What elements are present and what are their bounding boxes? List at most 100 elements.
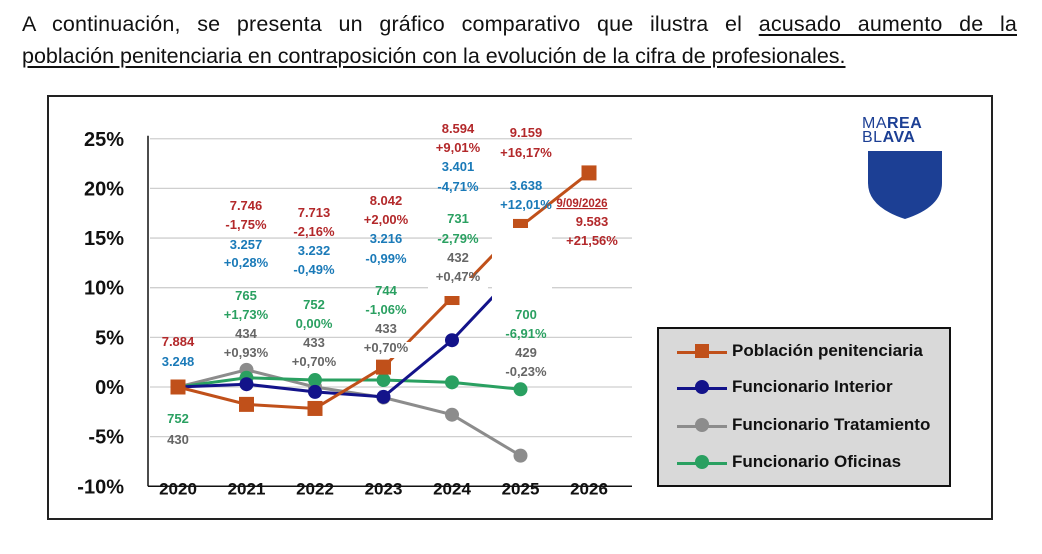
data-label: +0,93% (224, 345, 269, 360)
legend-item-poblacion: Población penitenciaria (677, 340, 947, 364)
legend-circle-marker (695, 380, 709, 394)
data-label: 432 (447, 250, 469, 265)
marker-interior (308, 384, 322, 399)
data-label: 430 (167, 432, 189, 447)
data-label: -1,75% (225, 217, 267, 232)
data-label: +2,00% (364, 212, 409, 227)
data-label: +0,28% (224, 255, 269, 270)
marker-poblacion (307, 400, 323, 416)
marker-poblacion (239, 396, 254, 412)
intro-line-2: población penitenciaria en contraposició… (22, 44, 846, 68)
series-line-tratamiento (177, 368, 522, 457)
data-label: 3.257 (230, 237, 263, 252)
data-label: 9.159 (510, 125, 543, 140)
y-tick-label: 0% (95, 377, 124, 399)
logo-text: MAREA BLAVA (862, 115, 948, 146)
data-label: +9,01% (436, 140, 481, 155)
data-label: 731 (447, 211, 469, 226)
data-label: 8.594 (442, 121, 475, 136)
data-label: 752 (303, 297, 325, 312)
x-tick-label: 2023 (365, 479, 403, 498)
marker-oficinas (513, 382, 528, 397)
x-tick-label: 2022 (296, 479, 334, 498)
marker-tratamiento (513, 448, 528, 463)
data-label: +21,56% (566, 233, 618, 248)
data-label: 433 (375, 321, 397, 336)
data-label: +12,01% (500, 197, 552, 212)
legend-label: Funcionario Tratamiento (732, 415, 931, 434)
data-label: 3.248 (162, 354, 195, 369)
marea-blava-logo: MAREA BLAVA (862, 115, 948, 221)
x-tick-label: 2026 (570, 479, 608, 498)
legend-label: Población penitenciaria (732, 341, 923, 360)
data-label: 3.232 (298, 243, 331, 258)
marker-interior (239, 377, 254, 392)
data-label: -0,23% (505, 364, 547, 379)
data-label: 434 (235, 326, 257, 341)
data-label: -0,49% (293, 262, 335, 277)
data-label: +16,17% (500, 145, 552, 160)
data-label: 3.638 (510, 178, 543, 193)
marker-interior (445, 333, 459, 348)
legend-label: Funcionario Interior (732, 377, 893, 396)
series-line-oficinas (177, 376, 521, 391)
y-tick-label: 10% (84, 278, 124, 300)
legend-label: Funcionario Oficinas (732, 452, 902, 471)
data-label: +1,73% (224, 307, 269, 322)
data-label: 752 (167, 411, 189, 426)
x-tick-label: 2024 (433, 479, 471, 498)
x-tick-label: 2020 (159, 479, 197, 498)
data-label: 7.713 (298, 205, 331, 220)
legend-item-oficinas: Funcionario Oficinas (677, 451, 947, 475)
marker-poblacion (170, 379, 186, 395)
data-label: -4,71% (437, 179, 479, 194)
shield-icon (868, 151, 942, 219)
data-label: +0,70% (364, 340, 409, 355)
marker-oficinas (376, 373, 391, 388)
chart-legend: Población penitenciaria Funcionario Inte… (657, 327, 951, 487)
logo-text-1b: REA (887, 115, 923, 132)
data-label: 9/09/2026 (556, 198, 607, 210)
data-label: 744 (375, 283, 397, 298)
data-label: 433 (303, 335, 325, 350)
data-label: -2,16% (293, 224, 335, 239)
logo-text-2a: BL (862, 129, 883, 146)
series-line-interior (177, 266, 522, 399)
marker-oficinas (308, 373, 322, 388)
legend-circle-marker (695, 455, 709, 469)
label-backdrop (428, 278, 488, 296)
legend-circle-marker (695, 418, 709, 432)
data-label: +0,47% (436, 269, 481, 284)
legend-item-interior: Funcionario Interior (677, 376, 947, 400)
x-tick-label: 2021 (228, 479, 266, 498)
data-label: 3.401 (442, 159, 475, 174)
logo-text-1a: MA (862, 115, 887, 132)
data-label: 7.746 (230, 198, 263, 213)
data-label: 9.583 (576, 214, 609, 229)
x-tick-label: 2025 (502, 479, 540, 498)
intro-plain: A continuación, se presenta un gráfico c… (22, 12, 759, 36)
data-label: -6,91% (505, 326, 547, 341)
data-label: 8.042 (370, 193, 403, 208)
y-tick-label: 5% (95, 327, 124, 349)
data-label: -0,99% (365, 251, 407, 266)
marker-tratamiento (445, 407, 459, 422)
intro-line-1: A continuación, se presenta un gráfico c… (22, 8, 1017, 40)
marker-poblacion (376, 359, 391, 375)
data-label: -1,06% (365, 302, 407, 317)
data-label: 0,00% (296, 316, 333, 331)
marker-interior (376, 389, 391, 404)
data-label: 3.216 (370, 231, 403, 246)
data-label: -2,79% (437, 231, 479, 246)
legend-square-marker (695, 344, 709, 358)
legend-item-tratamiento: Funcionario Tratamiento (677, 414, 947, 438)
data-label: 7.884 (162, 334, 195, 349)
label-backdrop (492, 228, 552, 328)
y-tick-label: -10% (77, 476, 124, 498)
label-backdrop (354, 342, 418, 358)
data-label: 765 (235, 288, 257, 303)
data-label: 429 (515, 345, 537, 360)
y-tick-label: 20% (84, 178, 124, 200)
data-label: 700 (515, 307, 537, 322)
